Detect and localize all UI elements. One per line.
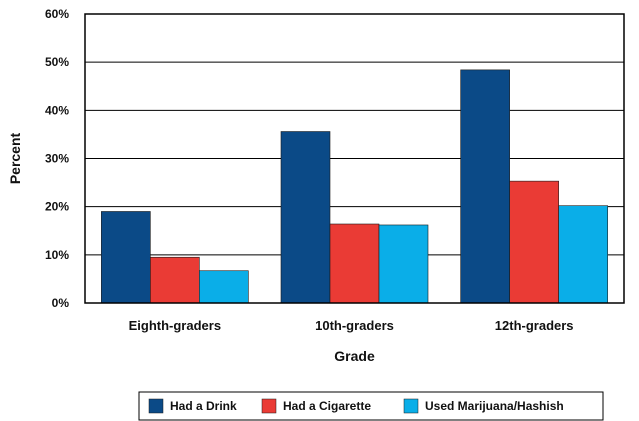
bars [101, 69, 608, 304]
y-tick-label: 40% [45, 103, 69, 117]
y-tick-label: 0% [52, 296, 70, 310]
legend-swatch [261, 398, 277, 414]
bar-used-marijuana-hashish [378, 224, 429, 304]
y-tick-label: 20% [45, 200, 69, 214]
legend-swatch [403, 398, 419, 414]
legend-label: Had a Drink [170, 399, 237, 413]
legend-label: Had a Cigarette [283, 399, 371, 413]
plot-frame [84, 13, 625, 304]
x-category-label: 10th-graders [315, 318, 394, 333]
bar-had-a-drink [101, 211, 151, 304]
bar-had-a-drink [460, 69, 510, 304]
x-axis-categories: Eighth-graders 10th-graders 12th-graders [129, 318, 574, 333]
legend-swatch [148, 398, 164, 414]
bar-had-a-cigarette [329, 223, 380, 304]
y-tick-label: 30% [45, 152, 69, 166]
bar-had-a-cigarette [150, 256, 200, 304]
y-axis-title: Percent [7, 132, 23, 184]
bar-had-a-drink [280, 131, 331, 304]
bar-used-marijuana-hashish [199, 270, 249, 304]
x-axis-title: Grade [334, 348, 375, 364]
bar-used-marijuana-hashish [558, 205, 608, 304]
legend-box [138, 391, 604, 421]
legend-label: Used Marijuana/Hashish [425, 399, 564, 413]
y-tick-label: 60% [45, 7, 69, 21]
legend: Had a Drink Had a Cigarette Used Marijuana… [138, 391, 604, 421]
y-tick-label: 10% [45, 248, 69, 262]
bar-had-a-cigarette [509, 180, 559, 304]
y-tick-label: 50% [45, 55, 69, 69]
y-axis-ticks: 0% 10% 20% 30% 40% 50% 60% [45, 7, 69, 310]
x-category-label: Eighth-graders [129, 318, 221, 333]
x-category-label: 12th-graders [495, 318, 574, 333]
